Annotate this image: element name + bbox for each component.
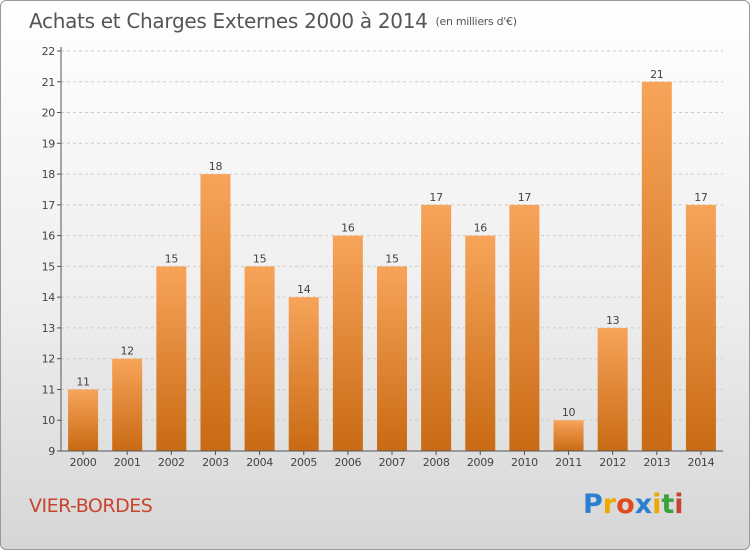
x-tick-label-2005: 2005 [290, 456, 317, 469]
bar-2014[interactable] [685, 204, 716, 451]
value-label-2012: 13 [606, 314, 620, 327]
value-label-2014: 17 [694, 191, 708, 204]
y-tick-label-11: 11 [42, 383, 55, 396]
value-label-2013: 21 [650, 68, 663, 81]
value-label-2011: 10 [562, 406, 576, 419]
x-tick-label-2002: 2002 [158, 456, 185, 469]
logo-letter-0: P [583, 489, 603, 520]
bar-2003[interactable] [200, 174, 231, 452]
x-tick-label-2006: 2006 [334, 456, 361, 469]
bar-2007[interactable] [377, 266, 407, 451]
bar-2000[interactable] [68, 389, 99, 451]
chart-title-text: Achats et Charges Externes 2000 à 2014 [29, 9, 428, 33]
bar-2010[interactable] [509, 204, 540, 451]
y-tick-label-10: 10 [42, 414, 56, 427]
y-tick-label-22: 22 [42, 45, 55, 58]
y-tick-label-16: 16 [42, 230, 56, 243]
y-tick-label-13: 13 [42, 322, 56, 335]
bar-2008[interactable] [421, 204, 452, 451]
chart-unit: (en milliers d'€) [435, 15, 517, 28]
x-tick-label-2014: 2014 [688, 456, 715, 469]
y-tick-label-12: 12 [42, 353, 55, 366]
axes: 9 10 11 12 13 14 15 16 17 18 19 20 21 22 2000 2001 2002 2… [42, 45, 723, 469]
x-tick-label-2013: 2013 [643, 456, 670, 469]
value-labels: 11 12 15 18 15 14 16 15 17 16 17 10 13 21 17 [76, 68, 708, 419]
y-tick-label-15: 15 [42, 260, 56, 273]
value-label-2000: 11 [76, 375, 89, 388]
value-label-2009: 16 [474, 222, 488, 235]
x-tick-label-2007: 2007 [379, 456, 406, 469]
value-label-2010: 17 [518, 191, 532, 204]
value-label-2005: 14 [297, 283, 311, 296]
bar-2004[interactable] [244, 266, 275, 451]
x-tick-label-2012: 2012 [599, 456, 626, 469]
bar-2005[interactable] [288, 297, 319, 451]
x-tick-label-2011: 2011 [555, 456, 582, 469]
y-tick-label-20: 20 [42, 107, 56, 120]
proxiti-logo[interactable]: Proxiti [583, 489, 684, 520]
logo-letter-3: x [634, 489, 653, 520]
y-tick-label-14: 14 [42, 291, 56, 304]
value-label-2003: 18 [209, 160, 223, 173]
y-tick-label-19: 19 [42, 137, 56, 150]
bar-2011[interactable] [553, 420, 584, 451]
logo-letter-6: i [674, 489, 684, 520]
y-tick-label-17: 17 [42, 199, 56, 212]
bar-2013[interactable] [641, 81, 672, 452]
bar-2012[interactable] [597, 327, 628, 451]
value-label-2007: 15 [385, 252, 399, 265]
y-tick-label-9: 9 [48, 445, 55, 458]
logo-letter-1: r [602, 489, 617, 520]
y-tick-label-18: 18 [42, 168, 56, 181]
value-label-2008: 17 [429, 191, 443, 204]
x-tick-label-2008: 2008 [423, 456, 450, 469]
value-label-2004: 15 [253, 252, 267, 265]
chart-title: Achats et Charges Externes 2000 à 2014 (e… [29, 9, 517, 33]
logo-letter-2: o [616, 489, 635, 520]
bar-2009[interactable] [465, 235, 496, 451]
x-tick-label-2010: 2010 [511, 456, 538, 469]
x-tick-label-2004: 2004 [246, 456, 273, 469]
value-label-2006: 16 [341, 222, 355, 235]
x-tick-label-2001: 2001 [114, 456, 141, 469]
y-tick-label-21: 21 [42, 76, 55, 89]
bars [68, 81, 716, 452]
bar-2002[interactable] [156, 266, 187, 451]
bar-2001[interactable] [112, 358, 143, 451]
value-label-2001: 12 [120, 345, 133, 358]
x-tick-label-2009: 2009 [467, 456, 494, 469]
x-tick-label-2003: 2003 [202, 456, 229, 469]
logo-letter-4: i [652, 489, 662, 520]
x-tick-label-2000: 2000 [70, 456, 97, 469]
bar-2006[interactable] [332, 235, 363, 451]
logo-letter-5: t [661, 489, 675, 520]
commune-name: VIER-BORDES [29, 495, 153, 517]
value-label-2002: 15 [165, 252, 179, 265]
